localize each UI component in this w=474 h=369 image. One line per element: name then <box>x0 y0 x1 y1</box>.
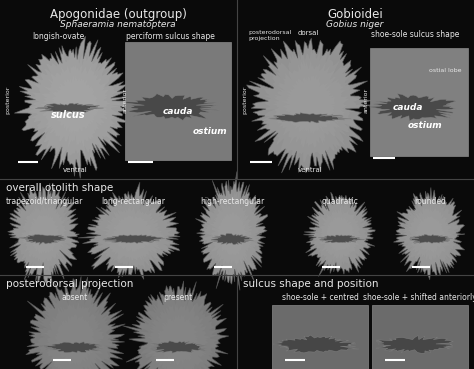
Polygon shape <box>12 193 75 275</box>
Polygon shape <box>312 199 369 267</box>
Polygon shape <box>43 302 104 369</box>
Text: posterodorsal
projection: posterodorsal projection <box>248 30 291 41</box>
Bar <box>372 305 468 369</box>
Polygon shape <box>103 235 165 244</box>
Text: trapezoid/triangular: trapezoid/triangular <box>5 197 82 206</box>
Text: sulcus shape and position: sulcus shape and position <box>243 279 379 289</box>
Polygon shape <box>401 198 459 270</box>
Bar <box>272 305 368 369</box>
Polygon shape <box>326 216 355 252</box>
Polygon shape <box>14 36 135 178</box>
Text: high-rectangular: high-rectangular <box>200 197 264 206</box>
Polygon shape <box>147 303 210 369</box>
Text: sulcus: sulcus <box>51 110 85 120</box>
Polygon shape <box>149 341 207 353</box>
Text: present: present <box>164 293 192 302</box>
Polygon shape <box>123 281 229 369</box>
Polygon shape <box>32 289 114 369</box>
Polygon shape <box>407 206 452 262</box>
Text: long-rectangular: long-rectangular <box>101 197 165 206</box>
Polygon shape <box>376 335 453 354</box>
Text: Apogonidae (outgroup): Apogonidae (outgroup) <box>50 8 186 21</box>
Polygon shape <box>19 234 66 245</box>
Polygon shape <box>410 234 453 244</box>
Polygon shape <box>303 192 375 277</box>
Polygon shape <box>53 314 96 366</box>
Polygon shape <box>26 276 125 369</box>
Text: anterior: anterior <box>364 87 368 113</box>
Polygon shape <box>95 199 176 270</box>
Text: shoe-sole + shifted anteriorly: shoe-sole + shifted anteriorly <box>363 293 474 302</box>
Text: posterior: posterior <box>6 86 10 114</box>
Text: Gobioidei: Gobioidei <box>327 8 383 21</box>
Text: ventral: ventral <box>298 167 322 173</box>
Text: cauda: cauda <box>393 103 423 113</box>
Text: overall otolith shape: overall otolith shape <box>6 183 113 193</box>
Text: perciform sulcus shape: perciform sulcus shape <box>126 32 214 41</box>
Polygon shape <box>273 59 349 148</box>
Bar <box>370 48 468 156</box>
Polygon shape <box>157 314 200 366</box>
Text: shoe-sole sulcus shape: shoe-sole sulcus shape <box>371 30 459 39</box>
Text: dorsal: dorsal <box>298 30 319 36</box>
Text: ostial lobe: ostial lobe <box>429 68 462 73</box>
Polygon shape <box>195 172 268 290</box>
Polygon shape <box>393 187 465 280</box>
Bar <box>125 42 231 160</box>
Polygon shape <box>21 203 68 265</box>
Polygon shape <box>101 204 164 261</box>
Polygon shape <box>43 342 103 353</box>
Polygon shape <box>319 208 363 260</box>
Polygon shape <box>203 189 262 280</box>
Polygon shape <box>260 48 360 162</box>
Polygon shape <box>36 103 103 113</box>
Polygon shape <box>28 212 61 256</box>
Polygon shape <box>269 113 351 123</box>
Text: Gobius niger: Gobius niger <box>326 20 383 29</box>
Text: posterodorsal projection: posterodorsal projection <box>6 279 133 289</box>
Polygon shape <box>273 335 359 353</box>
Polygon shape <box>319 235 365 243</box>
Polygon shape <box>111 215 154 253</box>
Polygon shape <box>124 94 221 120</box>
Text: cauda: cauda <box>163 107 193 117</box>
Polygon shape <box>217 211 248 256</box>
Polygon shape <box>369 94 456 121</box>
Polygon shape <box>246 38 373 173</box>
Polygon shape <box>78 182 180 279</box>
Polygon shape <box>414 214 446 253</box>
Polygon shape <box>8 183 79 283</box>
Text: shoe-sole + centred: shoe-sole + centred <box>282 293 358 302</box>
Text: quadratic: quadratic <box>321 197 358 206</box>
Polygon shape <box>28 45 121 159</box>
Text: posterior: posterior <box>243 86 247 114</box>
Text: longish-ovate: longish-ovate <box>32 32 84 41</box>
Polygon shape <box>209 200 253 267</box>
Text: absent: absent <box>62 293 88 302</box>
Text: ostium: ostium <box>193 128 228 137</box>
Polygon shape <box>52 75 99 134</box>
Text: anterior: anterior <box>122 87 128 113</box>
Text: ventral: ventral <box>63 167 87 173</box>
Polygon shape <box>40 65 111 148</box>
Polygon shape <box>211 234 254 245</box>
Polygon shape <box>135 289 219 369</box>
Text: rounded: rounded <box>414 197 446 206</box>
Text: ostium: ostium <box>408 121 442 130</box>
Polygon shape <box>281 73 336 135</box>
Text: Sphaeramia nematoptera: Sphaeramia nematoptera <box>60 20 176 29</box>
